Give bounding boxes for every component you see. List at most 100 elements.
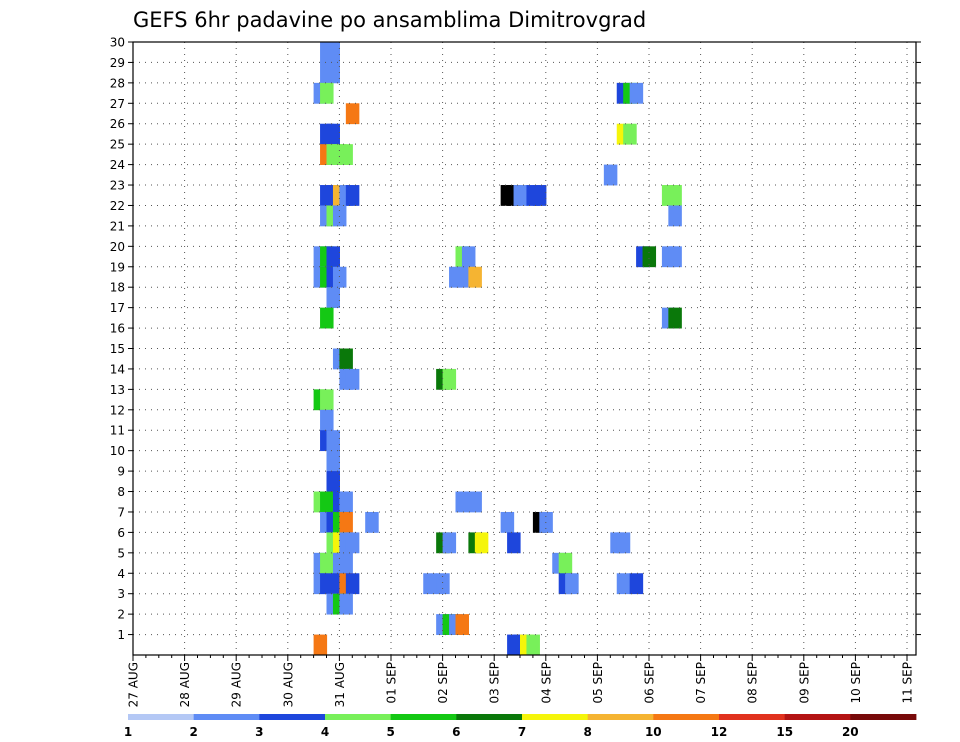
- heatmap-cell: [320, 82, 334, 104]
- heatmap-cell: [326, 62, 340, 84]
- heatmap-cell: [332, 266, 347, 288]
- x-tick-label: 08 SEP: [746, 662, 760, 704]
- heatmap-cell: [345, 103, 360, 125]
- heatmap-cell: [326, 471, 340, 492]
- heatmap-cell: [513, 185, 528, 206]
- heatmap-cell: [442, 368, 457, 390]
- heatmap-cell: [345, 532, 360, 554]
- heatmap-cell: [339, 511, 353, 533]
- legend-swatch: [719, 714, 786, 720]
- legend-label: 5: [387, 725, 395, 739]
- heatmap-cell: [468, 266, 482, 288]
- x-tick-label: 04 SEP: [539, 662, 553, 704]
- y-tick-label: 14: [110, 362, 125, 376]
- x-tick-label: 28 AUG: [178, 662, 192, 707]
- y-tick-label: 17: [110, 301, 125, 315]
- heatmap-cell: [668, 246, 682, 268]
- grid-layer: [133, 41, 916, 655]
- plot-frame: [132, 41, 917, 656]
- x-tick-label: 03 SEP: [488, 662, 502, 704]
- heatmap-cell: [339, 144, 353, 165]
- y-tick-label: 1: [117, 628, 125, 642]
- y-tick-label: 15: [110, 342, 125, 356]
- y-tick-label: 9: [117, 465, 125, 479]
- legend-swatch: [850, 714, 917, 720]
- x-tick-label: 10 SEP: [849, 662, 863, 704]
- heatmap-cell: [442, 532, 457, 554]
- legend-label: 12: [711, 725, 728, 739]
- y-tick-label: 13: [110, 383, 125, 397]
- heatmap-cell: [668, 205, 682, 227]
- y-tick-label: 18: [110, 281, 125, 295]
- heatmap-cell: [507, 532, 521, 554]
- x-tick-label: 27 AUG: [127, 662, 141, 707]
- heatmap-cell: [468, 491, 482, 513]
- y-tick-label: 26: [110, 117, 125, 131]
- heatmap-cell: [339, 348, 353, 370]
- legend-label: 6: [452, 725, 460, 739]
- x-tick-label: 01 SEP: [385, 662, 399, 704]
- x-tick-label: 31 AUG: [333, 662, 347, 707]
- y-tick-label: 11: [110, 424, 125, 438]
- heatmap-cell: [565, 573, 579, 595]
- legend-label: 4: [321, 725, 329, 739]
- legend-label: 8: [584, 725, 592, 739]
- x-tick-label: 29 AUG: [230, 662, 244, 707]
- y-tick-label: 2: [117, 608, 125, 622]
- x-tick-label: 11 SEP: [901, 662, 915, 704]
- legend-swatch: [128, 714, 195, 720]
- x-axis: 27 AUG 28 AUG 29 AUG 30 AUG 31 AUG 01 SEP 02 S…: [127, 655, 915, 707]
- heatmap-cell: [320, 307, 334, 329]
- heatmap-cell: [345, 185, 360, 206]
- y-tick-label: 30: [110, 36, 125, 50]
- x-tick-label: 09 SEP: [797, 662, 811, 704]
- y-tick-label: 20: [110, 240, 125, 254]
- heatmap-cell: [558, 552, 573, 574]
- legend-label: 20: [842, 725, 859, 739]
- heatmap-cell: [629, 573, 644, 595]
- y-tick-label: 21: [110, 219, 125, 233]
- y-tick-label: 7: [117, 505, 125, 519]
- heatmap-cell: [500, 511, 515, 533]
- legend-label: 2: [190, 725, 198, 739]
- y-tick-label: 24: [110, 158, 125, 172]
- heatmap-cell: [461, 246, 476, 268]
- heatmap-cell: [474, 532, 489, 554]
- heatmap-cell: [326, 123, 340, 145]
- y-tick-label: 25: [110, 138, 125, 152]
- legend-swatch: [259, 714, 326, 720]
- legend-swatch: [587, 714, 654, 720]
- heatmap-cell: [603, 164, 618, 186]
- y-tick-label: 22: [110, 199, 125, 213]
- heatmap-cell: [320, 409, 334, 431]
- y-tick-label: 19: [110, 260, 125, 274]
- heatmap-cell: [345, 573, 360, 595]
- heatmap-cell: [320, 491, 334, 513]
- heatmap-cell: [623, 123, 637, 145]
- heatmap-cell: [326, 450, 340, 472]
- legend-swatch: [522, 714, 589, 720]
- heatmap-cell: [339, 491, 353, 513]
- legend-label: 10: [645, 725, 662, 739]
- y-tick-label: 23: [110, 179, 125, 193]
- heatmap-cell: [642, 246, 657, 268]
- y-tick-label: 5: [117, 546, 125, 560]
- heatmap-cell: [455, 266, 469, 288]
- heatmap-cell: [668, 185, 682, 206]
- y-tick-label: 3: [117, 587, 125, 601]
- heatmap-cell: [616, 532, 631, 554]
- heatmap-cell: [326, 42, 340, 63]
- heatmap-cell: [423, 573, 437, 595]
- heatmap-cell: [455, 491, 469, 513]
- heatmap-cell: [339, 593, 353, 615]
- heatmap-cell: [326, 430, 340, 452]
- heatmap-cell: [526, 634, 540, 656]
- heatmap-cell: [616, 573, 631, 595]
- y-tick-label: 10: [110, 444, 125, 458]
- legend-swatch: [390, 714, 457, 720]
- heatmap-cell: [629, 82, 644, 104]
- y-tick-label: 6: [117, 526, 125, 540]
- legend-swatch: [456, 714, 523, 720]
- legend-swatch: [193, 714, 260, 720]
- heatmap-cell: [365, 511, 379, 533]
